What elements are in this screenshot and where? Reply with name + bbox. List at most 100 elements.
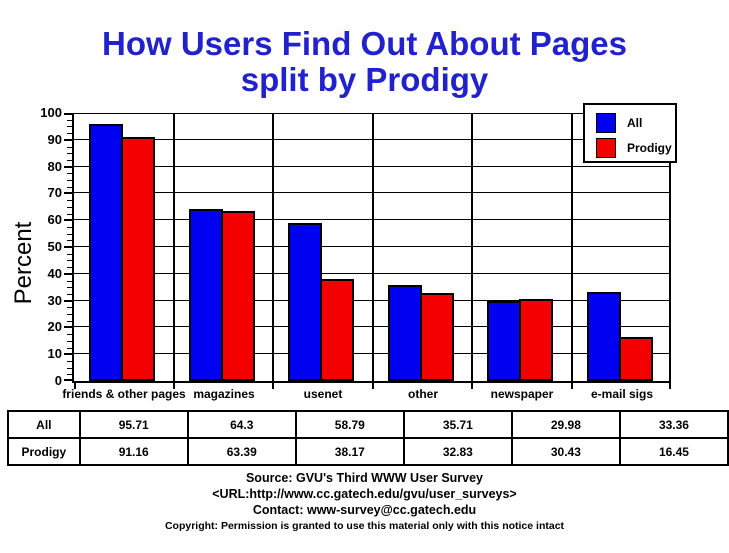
y-minor-tick (67, 180, 72, 181)
table-cell: 32.83 (402, 437, 513, 466)
footer-source: Source: GVU's Third WWW User Survey (245, 471, 484, 485)
row-label: All (7, 410, 81, 439)
y-minor-tick (67, 153, 72, 154)
table-cell: 16.45 (618, 437, 729, 466)
y-tick-20 (64, 326, 72, 328)
y-minor-tick (67, 361, 72, 362)
plot-area: 0 10 20 30 40 50 60 70 80 90 100 friends & other pa… (40, 106, 671, 401)
table-cell: 33.36 (618, 410, 729, 439)
y-minor-tick (67, 187, 72, 188)
y-minor-tick (67, 254, 72, 255)
bar-prodigy-1 (121, 137, 155, 381)
x-tick (471, 383, 473, 389)
footer: Source: GVU's Third WWW User Survey <URL… (0, 470, 729, 533)
y-minor-tick (67, 126, 72, 127)
table-row-prodigy: Prodigy 91.16 63.39 38.17 32.83 30.43 16.45 (7, 437, 729, 466)
table-cell: 29.98 (510, 410, 621, 439)
y-tick-90 (64, 139, 72, 141)
y-minor-tick (67, 133, 72, 134)
y-minor-tick (67, 214, 72, 215)
y-minor-tick (67, 200, 72, 201)
y-tick-label-20: 20 (47, 319, 62, 334)
x-tick (372, 383, 374, 389)
footer-url: <URL:http://www.cc.gatech.edu/gvu/user_s… (212, 487, 517, 501)
y-minor-tick (67, 287, 72, 288)
category-separator (471, 113, 473, 381)
legend-label-all: All (627, 116, 643, 130)
values-table: All 95.71 64.3 58.79 35.71 29.98 33.36 Prodigy 9… (7, 410, 729, 466)
y-minor-tick (67, 368, 72, 369)
y-tick-label-90: 90 (47, 132, 62, 147)
y-tick-60 (64, 219, 72, 221)
x-tick (74, 383, 76, 389)
y-minor-tick (67, 341, 72, 342)
y-minor-tick (67, 321, 72, 322)
row-label: Prodigy (7, 437, 81, 466)
bar-all-4 (388, 285, 422, 381)
y-minor-tick (67, 307, 72, 308)
y-tick-label-60: 60 (47, 212, 62, 227)
legend-swatch-prodigy (596, 138, 616, 158)
y-tick-30 (64, 300, 72, 302)
y-tick-label-100: 100 (40, 105, 62, 120)
footer-contact: Contact: www-survey@cc.gatech.edu (252, 503, 477, 517)
y-minor-tick (67, 120, 72, 121)
y-minor-tick (67, 281, 72, 282)
y-minor-tick (67, 267, 72, 268)
legend: All Prodigy (583, 103, 677, 163)
chart-title: How Users Find Out About Pages split by … (0, 26, 729, 98)
bar-prodigy-6 (619, 337, 653, 381)
table-cell: 58.79 (294, 410, 405, 439)
bar-all-5 (487, 301, 521, 381)
y-tick-label-10: 10 (47, 346, 62, 361)
y-tick-0 (64, 379, 72, 381)
chart-title-line1: How Users Find Out About Pages (102, 25, 627, 62)
table-cell: 91.16 (78, 437, 189, 466)
y-minor-tick (67, 173, 72, 174)
bar-prodigy-5 (519, 299, 553, 381)
table-cell: 30.43 (510, 437, 621, 466)
table-cell: 38.17 (294, 437, 405, 466)
y-minor-tick (67, 234, 72, 235)
bar-all-6 (587, 292, 621, 381)
y-minor-tick (67, 207, 72, 208)
y-minor-tick (67, 160, 72, 161)
bar-prodigy-2 (221, 211, 255, 381)
y-tick-label-40: 40 (47, 266, 62, 281)
y-tick-label-50: 50 (47, 239, 62, 254)
y-tick-label-0: 0 (54, 373, 62, 388)
x-category-label: newspaper (490, 387, 554, 401)
y-minor-tick (67, 334, 72, 335)
y-tick-40 (64, 273, 72, 275)
chart-title-line2: split by Prodigy (240, 61, 489, 98)
y-tick-70 (64, 192, 72, 194)
y-minor-tick (67, 374, 72, 375)
x-category-label: other (408, 387, 438, 401)
y-tick-10 (64, 353, 72, 355)
legend-swatch-all (596, 113, 616, 133)
bar-prodigy-4 (420, 293, 454, 381)
table-cell: 95.71 (78, 410, 189, 439)
y-minor-tick (67, 314, 72, 315)
category-separator (173, 113, 175, 381)
x-tick (272, 383, 274, 389)
y-tick-label-80: 80 (47, 159, 62, 174)
x-category-label: magazines (193, 387, 255, 401)
y-minor-tick (67, 294, 72, 295)
x-tick (669, 383, 671, 389)
bar-all-1 (89, 124, 123, 381)
y-minor-tick (67, 240, 72, 241)
x-category-label: friends & other pages (62, 387, 186, 401)
category-separator (571, 113, 573, 381)
bar-all-3 (288, 223, 322, 381)
y-tick-80 (64, 166, 72, 168)
x-tick (173, 383, 175, 389)
bar-prodigy-3 (320, 279, 354, 381)
table-cell: 63.39 (186, 437, 297, 466)
bar-all-2 (189, 209, 223, 381)
y-tick-100 (64, 113, 72, 115)
data-table: All 95.71 64.3 58.79 35.71 29.98 33.36 Prodigy 9… (7, 410, 729, 466)
table-row-all: All 95.71 64.3 58.79 35.71 29.98 33.36 (7, 410, 729, 439)
footer-copyright: Copyright: Permission is granted to use … (164, 520, 565, 532)
